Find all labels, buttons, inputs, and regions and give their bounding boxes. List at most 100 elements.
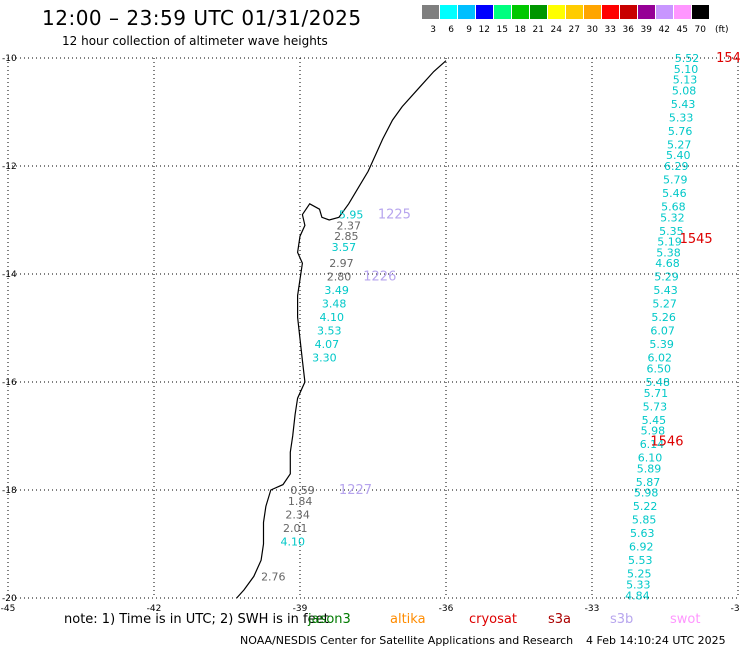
swh-value: 2.01 <box>283 522 308 535</box>
swh-value: 2.34 <box>285 508 310 521</box>
swh-value: 4.68 <box>655 257 680 270</box>
scale-swatch <box>494 5 511 19</box>
swh-value: 3.48 <box>322 298 347 311</box>
pass-time-label: 1225 <box>378 208 411 223</box>
credit-line: NOAA/NESDIS Center for Satellite Applica… <box>240 634 574 647</box>
scale-swatch <box>602 5 619 19</box>
y-tick-label: -18 <box>2 486 17 496</box>
swh-value: 5.22 <box>633 500 658 513</box>
swh-value: 5.68 <box>661 201 686 214</box>
satellite-cryosat: cryosat <box>469 612 517 627</box>
footer-note: note: 1) Time is in UTC; 2) SWH is in fe… <box>64 612 329 627</box>
x-tick-label: -30 <box>731 604 740 614</box>
y-tick-label: -10 <box>2 54 17 64</box>
scale-swatch <box>440 5 457 19</box>
swh-value: 5.45 <box>642 414 667 427</box>
scale-swatch <box>548 5 565 19</box>
scale-label: 24 <box>550 25 562 35</box>
swh-value: 5.89 <box>637 462 662 475</box>
swh-value: 5.79 <box>663 174 688 187</box>
swh-value: 6.02 <box>647 352 672 365</box>
swh-value: 5.53 <box>628 554 653 567</box>
pass-time-label: 1546 <box>650 434 683 449</box>
swh-value: 2.37 <box>337 219 362 232</box>
swh-value: 6.92 <box>629 541 654 554</box>
swh-value: 5.43 <box>653 284 678 297</box>
generated-timestamp: 4 Feb 14:10:24 UTC 2025 <box>586 634 726 647</box>
scale-label: 42 <box>658 25 670 35</box>
map-subtitle: 12 hour collection of altimeter wave hei… <box>62 34 328 48</box>
pass-time-label: 154 <box>716 51 740 66</box>
swh-value: 4.10 <box>319 311 344 324</box>
scale-swatch <box>530 5 547 19</box>
scale-swatch <box>674 5 691 19</box>
y-tick-label: -16 <box>2 378 17 388</box>
swh-value: 5.98 <box>634 487 659 500</box>
satellite-s3b: s3b <box>610 612 634 627</box>
swh-value: 5.98 <box>641 425 666 438</box>
swh-value: 5.27 <box>667 138 692 151</box>
swh-value: 5.13 <box>673 74 698 87</box>
swh-value: 2.97 <box>329 257 354 270</box>
swh-value: 6.10 <box>638 452 663 465</box>
swh-value: 6.50 <box>647 363 672 376</box>
scale-swatch <box>692 5 709 19</box>
scale-swatch <box>476 5 493 19</box>
map-title: 12:00 – 23:59 UTC 01/31/2025 <box>42 6 362 30</box>
scale-swatch <box>512 5 529 19</box>
swh-value: 5.85 <box>632 514 657 527</box>
swh-value: 5.10 <box>674 63 699 76</box>
swh-value: 5.08 <box>672 84 697 97</box>
pass-time-label: 1226 <box>363 270 396 285</box>
swh-value: 5.71 <box>644 387 669 400</box>
swh-value: 5.40 <box>666 149 691 162</box>
x-tick-label: -42 <box>147 604 162 614</box>
swh-value: 5.33 <box>669 111 694 124</box>
y-tick-label: -14 <box>2 270 17 280</box>
scale-label: 36 <box>622 25 634 35</box>
scale-label: 21 <box>532 25 544 35</box>
swh-value: 5.95 <box>339 209 364 222</box>
scale-label: 18 <box>514 25 526 35</box>
x-tick-label: -39 <box>293 604 308 614</box>
swh-value: 5.63 <box>630 527 655 540</box>
y-tick-label: -20 <box>2 594 17 604</box>
x-tick-label: -33 <box>585 604 600 614</box>
swh-value: 4.10 <box>281 535 306 548</box>
scale-label: 30 <box>586 25 598 35</box>
coastline <box>236 60 447 599</box>
swh-value: 6.07 <box>650 325 675 338</box>
scale-label: 12 <box>478 25 490 35</box>
satellite-jason3: jason3 <box>308 612 351 627</box>
swh-value: 5.35 <box>659 225 684 238</box>
scale-label: 6 <box>448 25 454 35</box>
swh-value: 4.07 <box>315 338 340 351</box>
scale-unit: (ft) <box>715 25 729 35</box>
scale-swatch <box>638 5 655 19</box>
swh-value: 5.26 <box>651 311 676 324</box>
swh-value: 5.48 <box>646 376 671 389</box>
swh-value: 0.59 <box>290 484 315 497</box>
scale-swatch <box>458 5 475 19</box>
swh-value: 5.46 <box>662 187 687 200</box>
swh-value: 5.27 <box>652 298 677 311</box>
satellite-swot: swot <box>670 612 701 627</box>
swh-value: 5.32 <box>660 211 685 224</box>
swh-value: 2.80 <box>327 271 352 284</box>
satellite-altika: altika <box>390 612 426 627</box>
scale-label: 33 <box>604 25 616 35</box>
scale-label: 15 <box>496 25 508 35</box>
swh-value: 3.49 <box>324 284 349 297</box>
swh-value: 5.87 <box>636 476 661 489</box>
swh-value: 5.29 <box>654 271 679 284</box>
swh-value: 5.33 <box>626 579 651 592</box>
scale-label: 27 <box>568 25 580 35</box>
swh-value: 5.39 <box>649 338 674 351</box>
x-tick-label: -36 <box>439 604 454 614</box>
swh-value: 5.19 <box>657 236 682 249</box>
swh-value: 3.30 <box>312 352 337 365</box>
swh-value: 5.43 <box>671 98 696 111</box>
swh-value: 3.57 <box>332 241 357 254</box>
satellite-s3a: s3a <box>548 612 572 627</box>
